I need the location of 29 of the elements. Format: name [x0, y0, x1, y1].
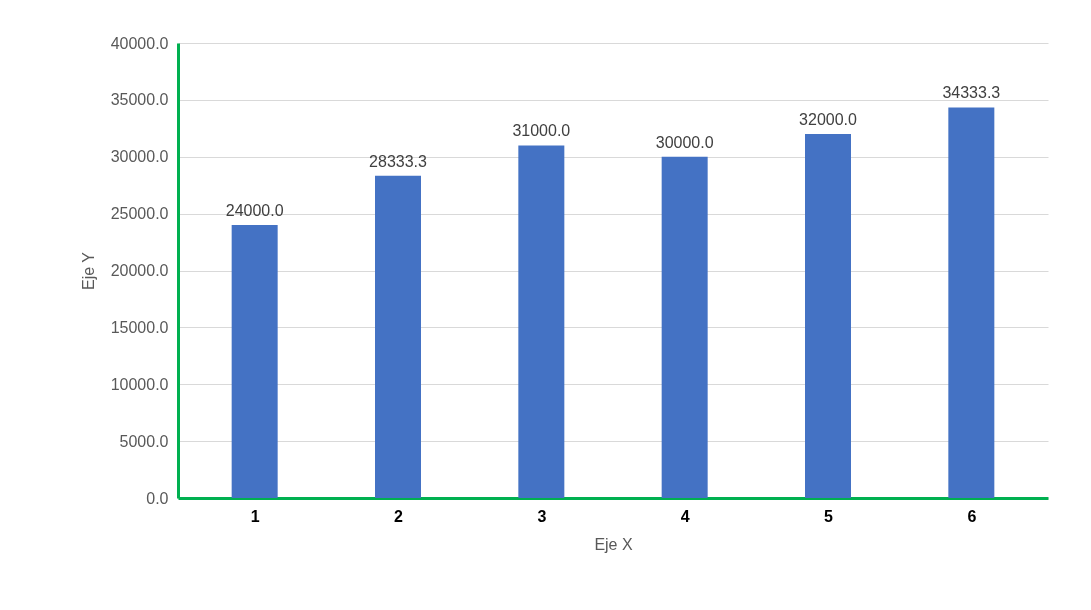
y-tick-label: 25000.0 — [110, 205, 169, 223]
x-tick-label: 5 — [824, 507, 834, 525]
y-axis-title: Eje Y — [79, 251, 97, 290]
y-tick-label: 15000.0 — [110, 318, 169, 336]
data-label: 32000.0 — [799, 111, 858, 128]
y-tick-label: 40000.0 — [110, 34, 169, 52]
x-tick-label: 2 — [394, 507, 404, 525]
bar — [231, 225, 278, 498]
bar — [948, 107, 995, 498]
data-label: 24000.0 — [225, 202, 284, 219]
y-tick-label: 30000.0 — [110, 148, 169, 166]
data-label: 28333.3 — [369, 152, 428, 170]
data-label: 30000.0 — [655, 133, 714, 151]
bar — [805, 134, 851, 498]
y-tick-label: 35000.0 — [110, 91, 169, 109]
x-tick-label: 6 — [967, 507, 977, 525]
x-axis-title: Eje X — [594, 535, 633, 553]
data-label: 31000.0 — [512, 122, 571, 140]
y-tick-label: 10000.0 — [110, 375, 169, 393]
bar — [375, 175, 421, 498]
bar — [518, 145, 565, 498]
data-label: 34333.3 — [942, 84, 1001, 102]
x-tick-label: 3 — [537, 507, 547, 525]
y-tick-label: 0.0 — [146, 489, 169, 507]
x-tick-label: 1 — [250, 507, 260, 525]
bar — [661, 156, 708, 498]
y-tick-label: 20000.0 — [110, 262, 169, 279]
x-tick-label: 4 — [680, 507, 690, 525]
y-tick-label: 5000.0 — [119, 432, 169, 450]
